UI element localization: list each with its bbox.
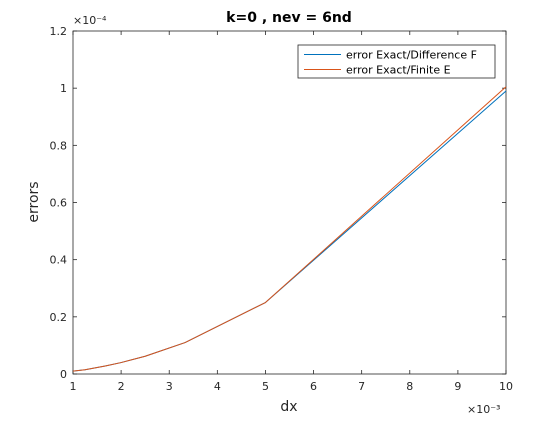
- x-axis-label: dx: [280, 399, 297, 415]
- x-tick-label: 6: [310, 380, 317, 393]
- x-tick-label: 2: [118, 380, 125, 393]
- x-tick-label: 4: [214, 380, 221, 393]
- y-exponent-label: ×10⁻⁴: [73, 14, 107, 27]
- x-tick-label: 5: [262, 380, 269, 393]
- y-tick-label: 0.2: [50, 311, 68, 324]
- y-tick-label: 0.8: [50, 139, 68, 152]
- legend: error Exact/Difference F error Exact/Fin…: [297, 44, 496, 79]
- x-exponent-label: ×10⁻³: [467, 403, 500, 416]
- plot-area: 1 2 3 4 5 6 7 8 9 10 0 0.2 0.4 0.6 0.8 1 1.2: [50, 25, 514, 393]
- legend-box: [297, 44, 496, 79]
- series-line-1: [72, 86, 507, 372]
- x-tick-label: 3: [166, 380, 173, 393]
- y-tick-label: 1: [60, 82, 67, 95]
- x-tick-label: 10: [499, 380, 513, 393]
- legend-label-finite: error Exact/Finite E: [346, 64, 451, 77]
- x-tick-label: 7: [358, 380, 365, 393]
- y-tick-label: 0.4: [50, 254, 68, 267]
- y-axis-label: errors: [26, 181, 42, 222]
- axes-box: [72, 30, 507, 375]
- x-tick-label: 1: [70, 380, 77, 393]
- chart-title: k=0 , nev = 6nd: [226, 10, 352, 26]
- y-tick-label: 1.2: [50, 25, 68, 38]
- legend-label-difference: error Exact/Difference F: [346, 49, 477, 62]
- y-tick-label: 0: [60, 368, 67, 381]
- x-tick-label: 8: [406, 380, 413, 393]
- y-tick-label: 0.6: [50, 197, 68, 210]
- series-line-0: [72, 90, 507, 372]
- x-tick-label: 9: [454, 380, 461, 393]
